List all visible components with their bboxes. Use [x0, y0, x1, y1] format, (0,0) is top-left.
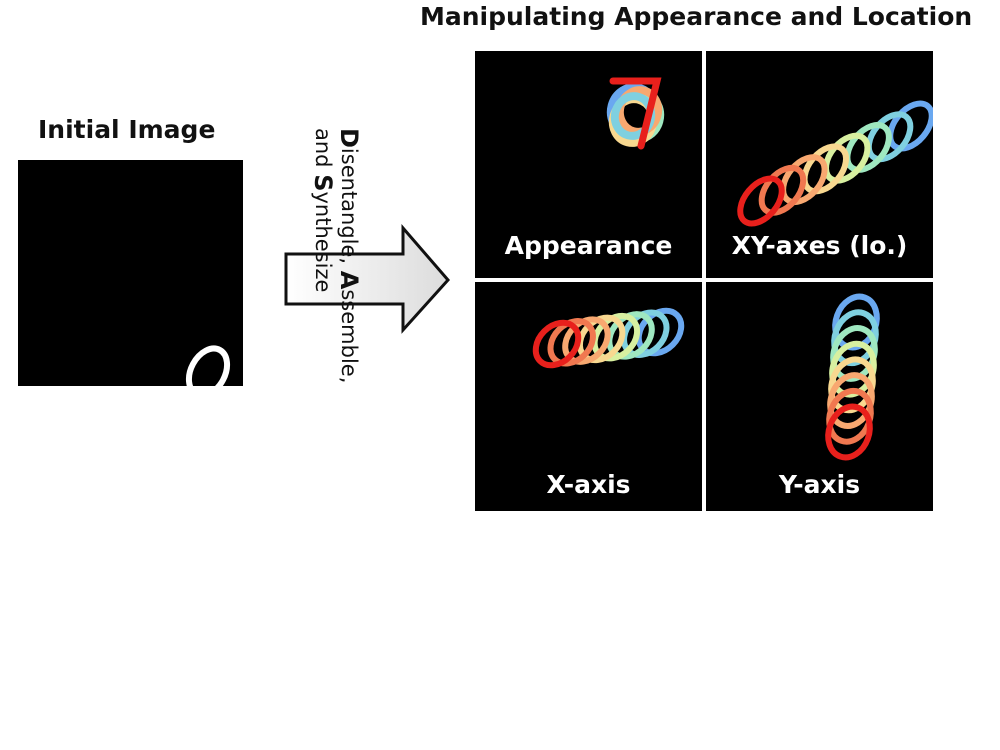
panel-label-x-axis: X-axis — [546, 470, 631, 499]
panel-y-axis: Y-axis — [706, 282, 933, 511]
initial-image — [18, 160, 243, 399]
process-line-2: and Synthesize — [309, 128, 337, 293]
sweep-stroke — [532, 319, 582, 369]
sweep-stroke — [547, 318, 596, 367]
result-grid: Appearance XY-axes (lo.) X-axis Y-axis — [475, 51, 933, 511]
digit-zero-stroke — [185, 345, 231, 399]
process-label: Disentangle, Assemble, and Synthesize — [309, 128, 363, 468]
panel-label-xy-axes: XY-axes (lo.) — [731, 231, 908, 260]
panel-label-y-axis: Y-axis — [778, 470, 861, 499]
panel-xy-axes: XY-axes (lo.) — [706, 51, 933, 278]
sweep-stroke — [737, 175, 785, 227]
initial-image-title: Initial Image — [38, 115, 216, 144]
appearance-sweep — [606, 77, 665, 150]
panel-appearance: Appearance — [475, 51, 702, 278]
figure-title: Manipulating Appearance and Location — [420, 2, 973, 31]
sweep-stroke — [825, 403, 873, 461]
panel-label-appearance: Appearance — [504, 231, 673, 260]
sweep-stroke — [609, 77, 662, 150]
panel-x-axis: X-axis — [475, 282, 702, 511]
x-axis-sweep — [532, 307, 685, 369]
digit-zero-drawing — [185, 345, 231, 399]
xy-axes-sweep — [737, 100, 933, 227]
y-axis-sweep — [825, 293, 880, 461]
process-line-1: Disentangle, Assemble, — [335, 128, 363, 384]
arrow-icon — [284, 224, 451, 334]
